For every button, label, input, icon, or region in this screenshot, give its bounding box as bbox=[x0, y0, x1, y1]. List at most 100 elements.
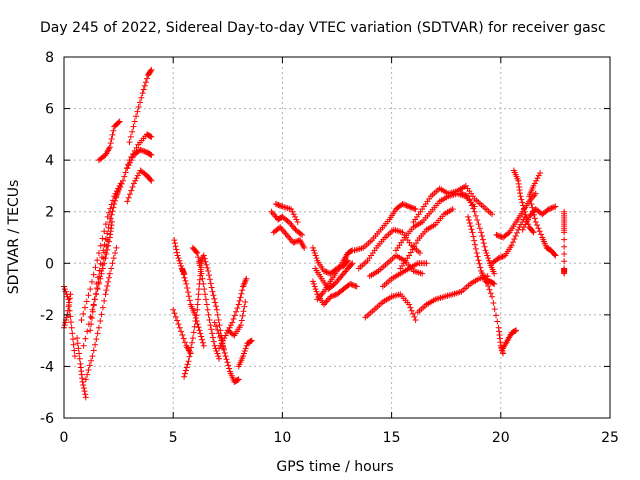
data-point bbox=[513, 327, 520, 334]
data-point bbox=[289, 238, 296, 245]
data-point bbox=[139, 90, 146, 97]
data-point bbox=[108, 201, 115, 208]
data-point bbox=[235, 376, 242, 383]
data-point bbox=[309, 244, 316, 251]
data-point bbox=[89, 308, 96, 315]
data-point bbox=[147, 176, 154, 183]
data-point bbox=[491, 270, 498, 277]
data-point bbox=[505, 230, 512, 237]
data-point bbox=[561, 236, 568, 243]
data-point bbox=[63, 314, 70, 321]
data-point bbox=[71, 353, 78, 360]
data-point bbox=[66, 299, 73, 306]
data-point bbox=[132, 177, 139, 184]
data-point bbox=[98, 311, 105, 318]
data-point bbox=[486, 257, 493, 264]
data-point bbox=[104, 282, 111, 289]
data-point bbox=[121, 173, 128, 180]
data-point bbox=[193, 248, 200, 255]
data-point bbox=[195, 286, 202, 293]
data-point bbox=[81, 388, 88, 395]
data-point bbox=[125, 194, 132, 201]
data-point bbox=[83, 298, 90, 305]
data-point bbox=[203, 261, 210, 268]
data-point bbox=[76, 350, 83, 357]
data-point bbox=[323, 298, 330, 305]
data-point bbox=[61, 322, 68, 329]
data-point bbox=[487, 290, 494, 297]
data-point bbox=[548, 205, 555, 212]
data-point bbox=[207, 280, 214, 287]
data-point bbox=[141, 148, 148, 155]
data-point bbox=[201, 286, 208, 293]
data-point bbox=[102, 236, 109, 243]
data-point bbox=[186, 297, 193, 304]
data-point bbox=[522, 221, 529, 228]
x-tick-label: 10 bbox=[273, 430, 291, 446]
chart-title: Day 245 of 2022, Sidereal Day-to-day VTE… bbox=[40, 20, 606, 36]
data-point bbox=[551, 251, 558, 258]
data-point bbox=[459, 191, 466, 198]
data-point bbox=[110, 127, 117, 134]
data-point bbox=[147, 151, 154, 158]
data-point bbox=[399, 200, 406, 207]
data-point bbox=[278, 203, 285, 210]
data-point bbox=[215, 353, 222, 360]
data-point bbox=[268, 208, 275, 215]
data-point bbox=[318, 291, 325, 298]
data-point bbox=[138, 94, 145, 101]
data-point bbox=[403, 202, 410, 209]
data-point bbox=[561, 251, 568, 258]
data-point bbox=[97, 318, 104, 325]
data-point bbox=[489, 211, 496, 218]
data-point bbox=[116, 118, 123, 125]
data-point bbox=[95, 324, 102, 331]
data-point bbox=[184, 361, 191, 368]
data-point bbox=[237, 322, 244, 329]
data-point bbox=[89, 353, 96, 360]
data-point bbox=[85, 367, 92, 374]
data-point bbox=[322, 268, 329, 275]
data-point bbox=[498, 233, 505, 240]
data-point bbox=[288, 222, 295, 229]
data-point bbox=[286, 235, 293, 242]
data-point bbox=[95, 249, 102, 256]
data-point bbox=[200, 280, 207, 287]
data-point bbox=[141, 82, 148, 89]
data-point bbox=[142, 79, 149, 86]
data-point bbox=[148, 66, 155, 73]
data-point bbox=[84, 328, 91, 335]
data-point bbox=[105, 278, 112, 285]
data-point bbox=[138, 147, 145, 154]
x-tick-label: 20 bbox=[492, 430, 510, 446]
axis-ticks: 0 5 10 15 20 25 -6 -4 -2 0 2 4 6 8 bbox=[40, 50, 619, 446]
data-point bbox=[486, 286, 493, 293]
data-point bbox=[195, 324, 202, 331]
data-point bbox=[176, 324, 183, 331]
data-point bbox=[319, 290, 326, 297]
data-point bbox=[128, 157, 135, 164]
data-point bbox=[80, 342, 87, 349]
data-point bbox=[109, 208, 116, 215]
data-point bbox=[82, 335, 89, 342]
data-point bbox=[299, 231, 306, 238]
data-point bbox=[88, 321, 95, 328]
data-point bbox=[195, 291, 202, 298]
data-point bbox=[496, 232, 503, 239]
data-point bbox=[536, 228, 543, 235]
data-point bbox=[309, 278, 316, 285]
data-point bbox=[147, 67, 154, 74]
data-point bbox=[219, 343, 226, 350]
data-point bbox=[107, 215, 114, 222]
data-point bbox=[520, 224, 527, 231]
data-point bbox=[493, 231, 500, 238]
data-point bbox=[408, 307, 415, 314]
data-point bbox=[191, 323, 198, 330]
data-point bbox=[175, 321, 182, 328]
data-point bbox=[127, 133, 134, 140]
data-point bbox=[84, 371, 91, 378]
data-point bbox=[406, 301, 413, 308]
data-point bbox=[129, 154, 136, 161]
data-point bbox=[172, 313, 179, 320]
data-point bbox=[198, 270, 205, 277]
